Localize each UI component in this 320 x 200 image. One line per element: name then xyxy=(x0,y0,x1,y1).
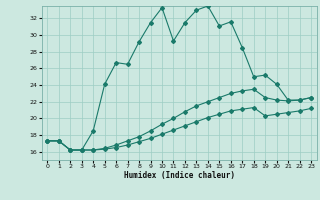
X-axis label: Humidex (Indice chaleur): Humidex (Indice chaleur) xyxy=(124,171,235,180)
